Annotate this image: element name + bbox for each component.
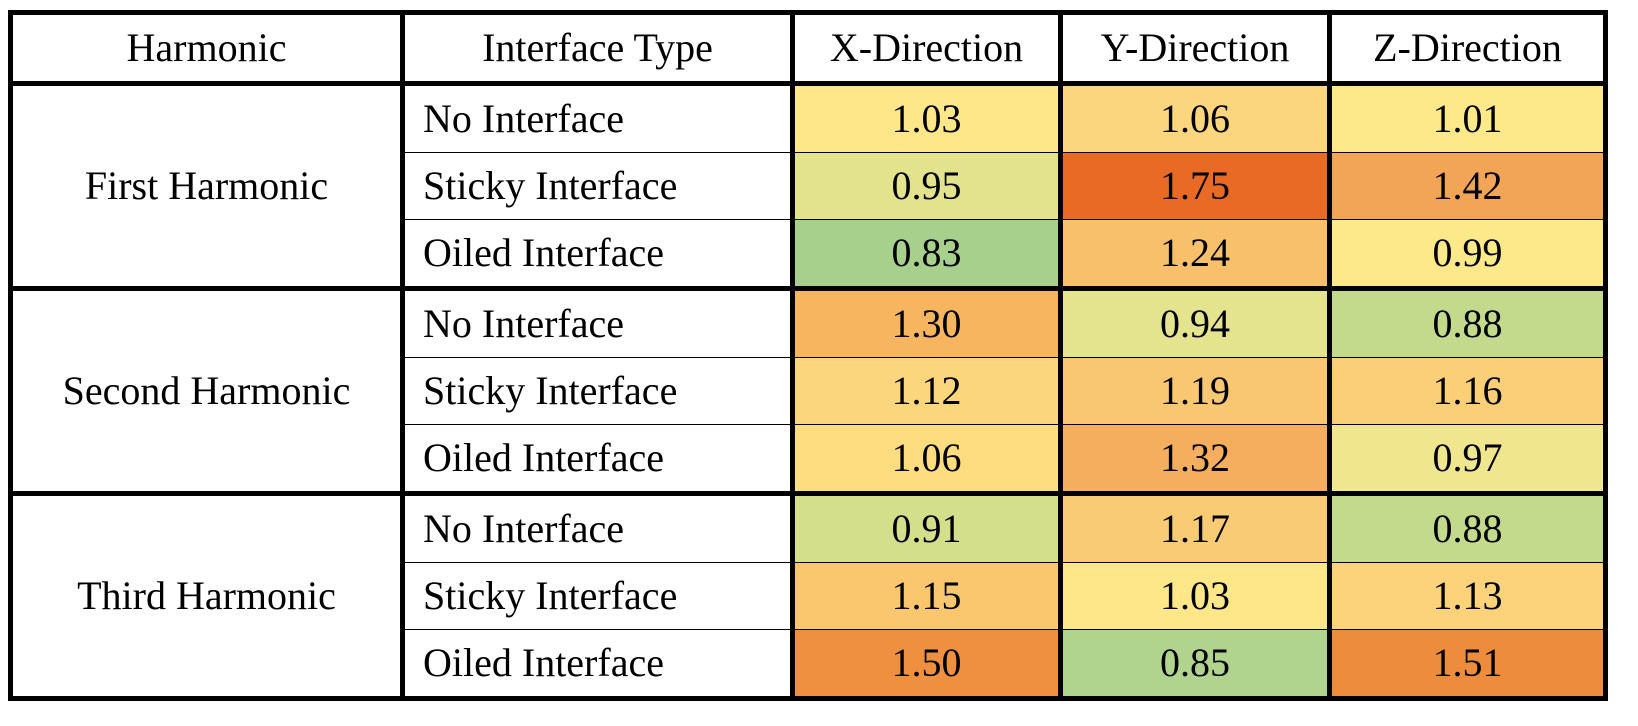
value-cell: 1.01	[1327, 81, 1608, 153]
header-cell: Y-Direction	[1058, 10, 1332, 86]
group-label: Third Harmonic	[8, 491, 405, 699]
value-cell: 0.83	[790, 219, 1063, 289]
value-cell: 1.06	[790, 424, 1063, 494]
group-label: First Harmonic	[8, 81, 405, 289]
header-row: Harmonic Interface Type X-Direction Y-Direc…	[8, 10, 1608, 86]
value-cell: 1.12	[790, 357, 1063, 425]
group-label: Second Harmonic	[8, 286, 405, 494]
value-cell: 0.88	[1327, 491, 1608, 563]
value-cell: 0.91	[790, 491, 1063, 563]
row: Oiled Interface 1.06 1.32 0.97	[11, 424, 1608, 494]
interface-type: Sticky Interface	[400, 562, 795, 630]
value-cell: 1.03	[1058, 562, 1332, 630]
value-cell: 0.97	[1327, 424, 1608, 494]
value-cell: 0.85	[1058, 629, 1332, 699]
value-cell: 0.95	[790, 152, 1063, 220]
interface-type: No Interface	[400, 286, 795, 358]
row: Sticky Interface 1.12 1.19 1.16	[11, 357, 1608, 425]
value-cell: 1.24	[1058, 219, 1332, 289]
value-cell: 0.99	[1327, 219, 1608, 289]
value-cell: 1.17	[1058, 491, 1332, 563]
row: Second Harmonic No Interface 1.30 0.94 0.88	[8, 286, 1608, 494]
interface-type: No Interface	[400, 491, 795, 563]
value-cell: 1.13	[1327, 562, 1608, 630]
row: Third Harmonic No Interface 0.91 1.17 0.88	[8, 491, 1608, 699]
heatmap-table: Harmonic Interface Type X-Direction Y-Direc…	[8, 10, 1608, 701]
interface-type: Sticky Interface	[400, 152, 795, 220]
value-cell: 0.94	[1058, 286, 1332, 358]
value-cell: 1.51	[1327, 629, 1608, 699]
interface-type: Sticky Interface	[400, 357, 795, 425]
value-cell: 1.32	[1058, 424, 1332, 494]
interface-type: Oiled Interface	[400, 219, 795, 289]
row: Sticky Interface 0.95 1.75 1.42	[11, 152, 1608, 220]
interface-type: No Interface	[400, 81, 795, 153]
value-cell: 1.19	[1058, 357, 1332, 425]
header-cell: Interface Type	[400, 10, 795, 86]
header-cell: Harmonic	[8, 10, 405, 86]
row: Sticky Interface 1.15 1.03 1.13	[11, 562, 1608, 630]
value-cell: 1.06	[1058, 81, 1332, 153]
value-cell: 1.03	[790, 81, 1063, 153]
value-cell: 1.75	[1058, 152, 1332, 220]
row: Oiled Interface 0.83 1.24 0.99	[11, 219, 1608, 289]
value-cell: 1.30	[790, 286, 1063, 358]
value-cell: 1.50	[790, 629, 1063, 699]
value-cell: 0.88	[1327, 286, 1608, 358]
interface-type: Oiled Interface	[400, 629, 795, 699]
header-cell: X-Direction	[790, 10, 1063, 86]
interface-type: Oiled Interface	[400, 424, 795, 494]
row: Oiled Interface 1.50 0.85 1.51	[11, 629, 1608, 699]
header-cell: Z-Direction	[1327, 10, 1608, 86]
value-cell: 1.16	[1327, 357, 1608, 425]
row: First Harmonic No Interface 1.03 1.06 1.01	[8, 81, 1608, 289]
value-cell: 1.15	[790, 562, 1063, 630]
table-wrap: Harmonic Interface Type X-Direction Y-Direc…	[8, 10, 1608, 701]
value-cell: 1.42	[1327, 152, 1608, 220]
